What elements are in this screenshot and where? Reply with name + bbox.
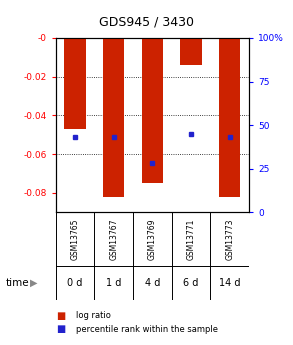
Text: GSM13765: GSM13765: [71, 218, 79, 260]
Bar: [142, 38, 163, 183]
Bar: [219, 38, 240, 197]
Text: 0 d: 0 d: [67, 278, 83, 288]
Text: GDS945 / 3430: GDS945 / 3430: [99, 16, 194, 29]
Text: 1 d: 1 d: [106, 278, 121, 288]
Text: log ratio: log ratio: [76, 311, 111, 320]
Text: 6 d: 6 d: [183, 278, 199, 288]
Text: GSM13771: GSM13771: [187, 218, 195, 259]
Text: percentile rank within the sample: percentile rank within the sample: [76, 325, 218, 334]
Text: GSM13769: GSM13769: [148, 218, 157, 260]
Text: GSM13773: GSM13773: [225, 218, 234, 260]
Text: ▶: ▶: [30, 278, 38, 288]
Bar: [64, 38, 86, 129]
Text: ■: ■: [56, 325, 65, 334]
Bar: [180, 38, 202, 65]
Text: GSM13767: GSM13767: [109, 218, 118, 260]
Text: time: time: [6, 278, 30, 288]
Text: ■: ■: [56, 311, 65, 321]
Bar: [103, 38, 124, 197]
Text: 14 d: 14 d: [219, 278, 241, 288]
Text: 4 d: 4 d: [145, 278, 160, 288]
